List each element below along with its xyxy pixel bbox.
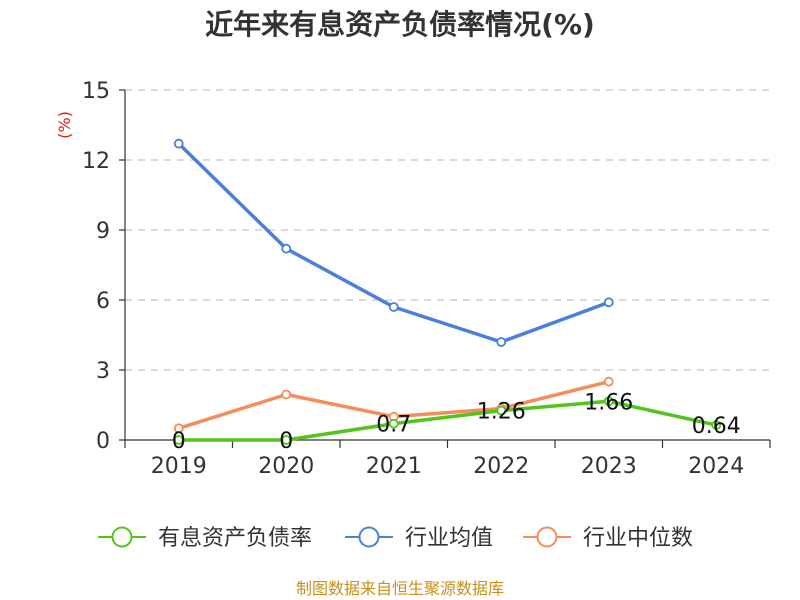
y-tick-label: 0	[96, 429, 110, 454]
legend-swatch-marker	[111, 526, 133, 548]
y-tick-label: 6	[96, 289, 110, 314]
series-line	[177, 399, 718, 442]
data-label: 1.66	[584, 390, 633, 415]
y-tick-label: 15	[82, 79, 110, 104]
data-point	[711, 420, 722, 430]
data-label: 0.7	[376, 413, 411, 438]
legend-label: 有息资产负债率	[158, 526, 312, 551]
data-point	[603, 396, 614, 407]
data-point	[388, 302, 399, 312]
x-tick-label: 2022	[473, 454, 529, 479]
data-point	[281, 389, 292, 400]
data-point	[281, 435, 292, 445]
data-label: 0	[172, 429, 186, 454]
data-label: 0.64	[692, 414, 741, 439]
x-tick-label: 2020	[258, 454, 314, 479]
data-label: 1.26	[477, 400, 526, 425]
axes: 0 3 6 9 12 15 2019 2020 2021 2022 2023 2024	[82, 79, 771, 479]
data-point	[603, 297, 614, 308]
legend-label: 行业均值	[405, 526, 493, 551]
data-point	[603, 376, 614, 387]
data-labels: 0 0 0.7 1.26 1.66 0.64	[172, 390, 741, 454]
legend-swatch-marker	[536, 526, 558, 548]
x-tick-label: 2023	[581, 454, 637, 479]
data-point	[388, 418, 399, 429]
data-label: 0	[279, 429, 293, 454]
series-layer	[173, 138, 722, 445]
y-axis-unit: (%)	[55, 111, 74, 139]
y-tick-label: 12	[82, 149, 110, 174]
data-point	[173, 138, 184, 149]
legend-item[interactable]: 行业中位数	[523, 526, 693, 551]
data-point	[496, 337, 507, 347]
x-tick-label: 2019	[151, 454, 207, 479]
source-note: 制图数据来自恒生聚源数据库	[296, 579, 504, 598]
y-tick-label: 9	[96, 219, 110, 244]
grid-lines	[125, 89, 770, 371]
x-tick-label: 2024	[688, 454, 744, 479]
legend-label: 行业中位数	[583, 526, 693, 551]
data-point	[281, 243, 292, 254]
chart-title: 近年来有息资产负债率情况(%)	[205, 8, 595, 41]
y-tick-label: 3	[96, 359, 110, 384]
data-point	[496, 405, 507, 416]
legend[interactable]: 有息资产负债率 行业均值 行业中位数	[98, 526, 693, 551]
legend-item[interactable]: 有息资产负债率	[98, 526, 312, 551]
series-line	[177, 141, 611, 344]
x-tick-label: 2021	[366, 454, 422, 479]
data-point	[173, 435, 184, 445]
legend-swatch-marker	[358, 526, 380, 548]
data-point	[173, 423, 184, 434]
legend-item[interactable]: 行业均值	[345, 526, 493, 551]
